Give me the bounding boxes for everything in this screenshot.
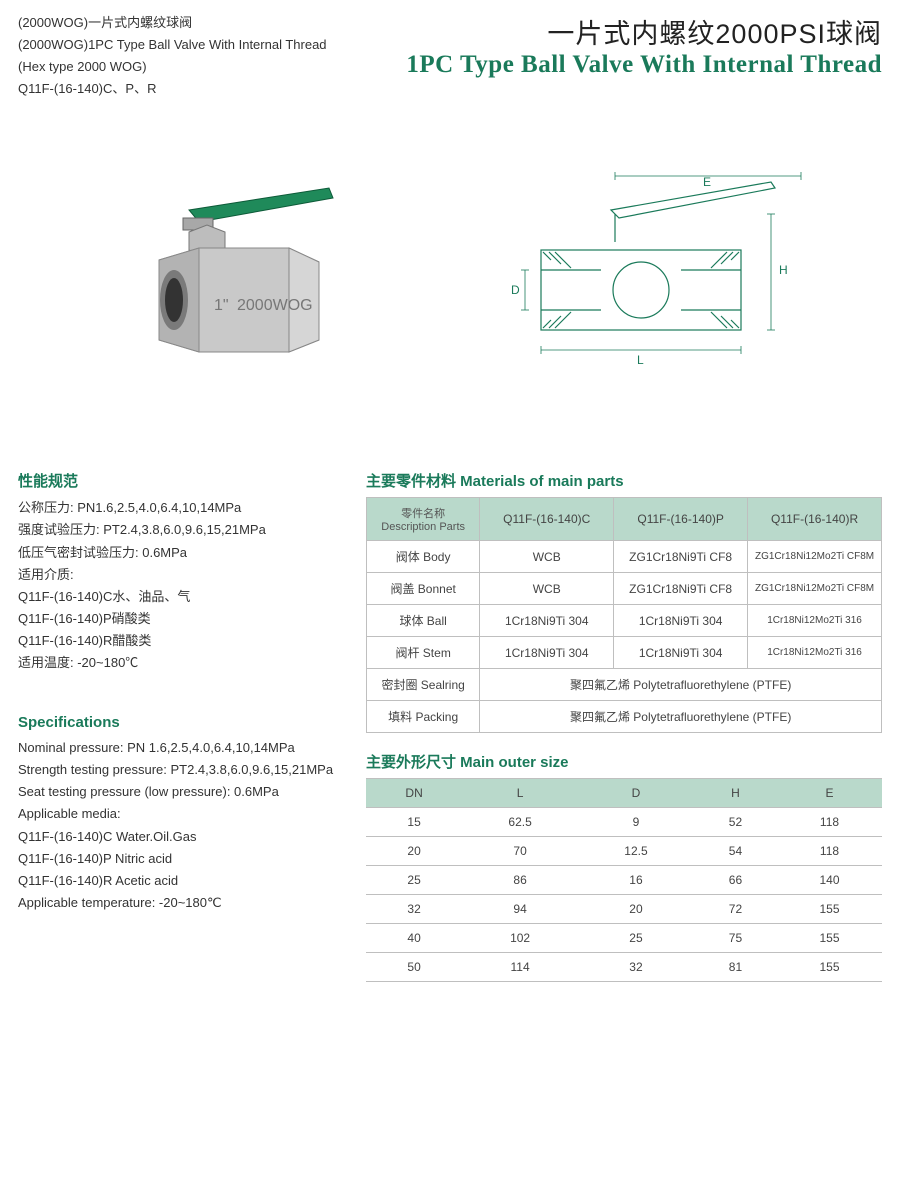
col-left: 性能规范 公称压力: PN1.6,2.5,4.0,6.4,10,14MPa强度试… (18, 470, 338, 982)
materials-table: 零件名称 Description Parts Q11F-(16-140)C Q1… (366, 497, 882, 733)
lower-columns: 性能规范 公称压力: PN1.6,2.5,4.0,6.4,10,14MPa强度试… (18, 470, 882, 982)
table-row: 401022575155 (366, 924, 882, 953)
materials-header-c: Q11F-(16-140)C (480, 498, 614, 541)
table-row: 32942072155 (366, 895, 882, 924)
header-right: 一片式内螺纹2000PSI球阀 1PC Type Ball Valve With… (406, 12, 882, 100)
technical-drawing: E H D L (450, 170, 852, 380)
dim-label-d: D (511, 283, 520, 297)
table-row: 25861666140 (366, 866, 882, 895)
sizes-col: DN (366, 779, 462, 808)
sizes-col: E (777, 779, 882, 808)
spec-line: Q11F-(16-140)C Water.Oil.Gas (18, 826, 338, 848)
table-row: 1562.5952118 (366, 808, 882, 837)
sizes-table: DNLDHE 1562.5952118207012.55411825861666… (366, 778, 882, 982)
spec-line: Nominal pressure: PN 1.6,2.5,4.0,6.4,10,… (18, 737, 338, 759)
table-row: 填料 Packing 聚四氟乙烯 Polytetrafluorethylene … (367, 701, 882, 733)
table-row: 阀杆 Stem 1Cr18Ni9Ti 304 1Cr18Ni9Ti 304 1C… (367, 637, 882, 669)
spec-line: Applicable media: (18, 803, 338, 825)
header-row: (2000WOG)一片式内螺纹球阀 (2000WOG)1PC Type Ball… (18, 12, 882, 100)
materials-header-p: Q11F-(16-140)P (614, 498, 748, 541)
materials-header-r: Q11F-(16-140)R (748, 498, 882, 541)
sizes-col: H (694, 779, 777, 808)
spec-line: Q11F-(16-140)P硝酸类 (18, 608, 338, 630)
specs-en-title: Specifications (18, 714, 338, 731)
specs-cn-title: 性能规范 (18, 470, 338, 491)
header-left: (2000WOG)一片式内螺纹球阀 (2000WOG)1PC Type Ball… (18, 12, 327, 100)
dim-label-l: L (637, 353, 644, 367)
table-row: 球体 Ball 1Cr18Ni9Ti 304 1Cr18Ni9Ti 304 1C… (367, 605, 882, 637)
header-left-line: (2000WOG)1PC Type Ball Valve With Intern… (18, 34, 327, 56)
images-row: 1" 2000WOG (18, 170, 882, 380)
spec-line: Q11F-(16-140)C水、油品、气 (18, 586, 338, 608)
table-row: 207012.554118 (366, 837, 882, 866)
page-title-en: 1PC Type Ball Valve With Internal Thread (406, 51, 882, 79)
product-size-text: 1" (214, 297, 229, 314)
spec-line: Q11F-(16-140)R醋酸类 (18, 630, 338, 652)
spec-line: Q11F-(16-140)P Nitric acid (18, 848, 338, 870)
spec-line: 低压气密封试验压力: 0.6MPa (18, 542, 338, 564)
sizes-title: 主要外形尺寸 Main outer size (366, 751, 882, 772)
header-left-line: (2000WOG)一片式内螺纹球阀 (18, 12, 327, 34)
spec-line: Seat testing pressure (low pressure): 0.… (18, 781, 338, 803)
sizes-col: L (462, 779, 578, 808)
materials-title: 主要零件材料 Materials of main parts (366, 470, 882, 491)
spec-line: 适用温度: -20~180℃ (18, 652, 338, 674)
page-title-cn: 一片式内螺纹2000PSI球阀 (406, 12, 882, 51)
dim-label-e: E (703, 175, 711, 189)
spec-line: Q11F-(16-140)R Acetic acid (18, 870, 338, 892)
sizes-col: D (578, 779, 694, 808)
spec-line: 适用介质: (18, 564, 338, 586)
header-left-line: (Hex type 2000 WOG) (18, 56, 327, 78)
spec-line: Applicable temperature: -20~180℃ (18, 892, 338, 914)
spec-line: 公称压力: PN1.6,2.5,4.0,6.4,10,14MPa (18, 497, 338, 519)
table-row: 阀体 Body WCB ZG1Cr18Ni9Ti CF8 ZG1Cr18Ni12… (367, 541, 882, 573)
header-left-line: Q11F-(16-140)C、P、R (18, 78, 327, 100)
spec-line: Strength testing pressure: PT2.4,3.8,6.0… (18, 759, 338, 781)
specs-en-lines: Nominal pressure: PN 1.6,2.5,4.0,6.4,10,… (18, 737, 338, 914)
col-right: 主要零件材料 Materials of main parts 零件名称 Desc… (366, 470, 882, 982)
specs-cn-lines: 公称压力: PN1.6,2.5,4.0,6.4,10,14MPa强度试验压力: … (18, 497, 338, 674)
table-row: 密封圈 Sealring 聚四氟乙烯 Polytetrafluorethylen… (367, 669, 882, 701)
materials-header-parts: 零件名称 Description Parts (367, 498, 480, 541)
dim-label-h: H (779, 263, 788, 277)
table-row: 501143281155 (366, 953, 882, 982)
product-marking-text: 2000WOG (237, 297, 313, 314)
product-photo: 1" 2000WOG (48, 170, 450, 380)
table-row: 阀盖 Bonnet WCB ZG1Cr18Ni9Ti CF8 ZG1Cr18Ni… (367, 573, 882, 605)
spec-line: 强度试验压力: PT2.4,3.8,6.0,9.6,15,21MPa (18, 519, 338, 541)
